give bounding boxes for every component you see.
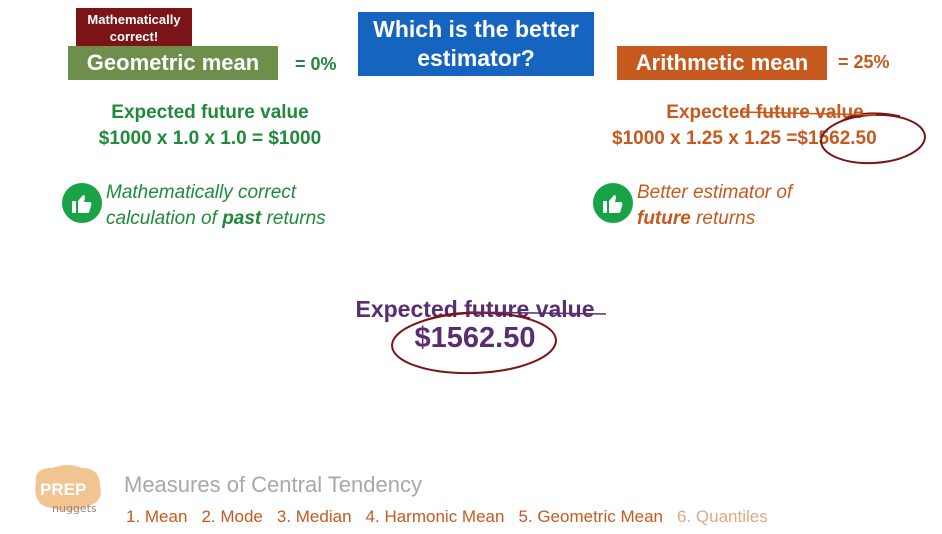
arithmetic-note-line1: Better estimator of [637, 182, 793, 203]
arithmetic-efv-calc-result: $1562.50 [797, 128, 877, 149]
geometric-note-pre: calculation of [106, 208, 223, 229]
geometric-efv-calc: $1000 x 1.0 x 1.0 = $1000 [98, 128, 322, 149]
badge-line1: Mathematically [87, 12, 181, 27]
geometric-note-line2: calculation of past returns [106, 206, 326, 232]
nav-item-median[interactable]: 3. Median [276, 507, 352, 526]
arithmetic-efv-calc-expression: $1000 x 1.25 x 1.25 = [612, 128, 798, 149]
prep-nuggets-logo: PREP nuggets [30, 462, 104, 518]
center-efv-value: $1562.50 [414, 322, 536, 354]
nav-item-mean[interactable]: 1. Mean [126, 507, 188, 526]
arithmetic-efv-title: Expected future value [666, 102, 864, 123]
arithmetic-mean-label: Arithmetic mean [617, 46, 827, 80]
question-line2: estimator? [417, 45, 535, 71]
geometric-note-bold: past [222, 208, 262, 229]
geometric-mean-label: Geometric mean [68, 46, 278, 80]
geometric-mean-value: = 0% [295, 54, 337, 74]
arithmetic-efv-calc: $1000 x 1.25 x 1.25 =$1562.50 [612, 128, 877, 150]
geometric-note: Mathematically correct calculation of pa… [106, 180, 326, 232]
logo-nuggets-text: nuggets [52, 502, 97, 515]
arithmetic-note-bold: future [637, 208, 691, 229]
arithmetic-note-post: returns [690, 208, 756, 229]
nav-item-harmonic-mean[interactable]: 4. Harmonic Mean [365, 507, 505, 526]
nav-item-mode[interactable]: 2. Mode [201, 507, 263, 526]
geometric-efv-title: Expected future value [111, 102, 309, 123]
badge-line2: correct! [109, 29, 159, 44]
nav-item-quantiles[interactable]: 6. Quantiles [677, 507, 768, 526]
center-efv-title: Expected future value [355, 296, 595, 322]
thumbs-up-icon [593, 183, 633, 223]
nav-item-geometric-mean[interactable]: 5. Geometric Mean [518, 507, 663, 526]
geometric-note-post: returns [261, 208, 326, 229]
mathematically-correct-badge: Mathematically correct! [76, 8, 192, 48]
geometric-note-line1: Mathematically correct [106, 182, 297, 203]
question-line1: Which is the better [373, 16, 579, 42]
question-box: Which is the better estimator? [358, 12, 594, 76]
section-title: Measures of Central Tendency [124, 472, 422, 497]
topic-nav: 1. Mean 2. Mode 3. Median 4. Harmonic Mean 5… [126, 507, 782, 527]
thumbs-up-icon [62, 183, 102, 223]
arithmetic-note: Better estimator of future returns [637, 180, 792, 232]
arithmetic-note-line2: future returns [637, 206, 792, 232]
arithmetic-mean-value: = 25% [838, 52, 890, 72]
logo-prep-text: PREP [40, 480, 86, 499]
